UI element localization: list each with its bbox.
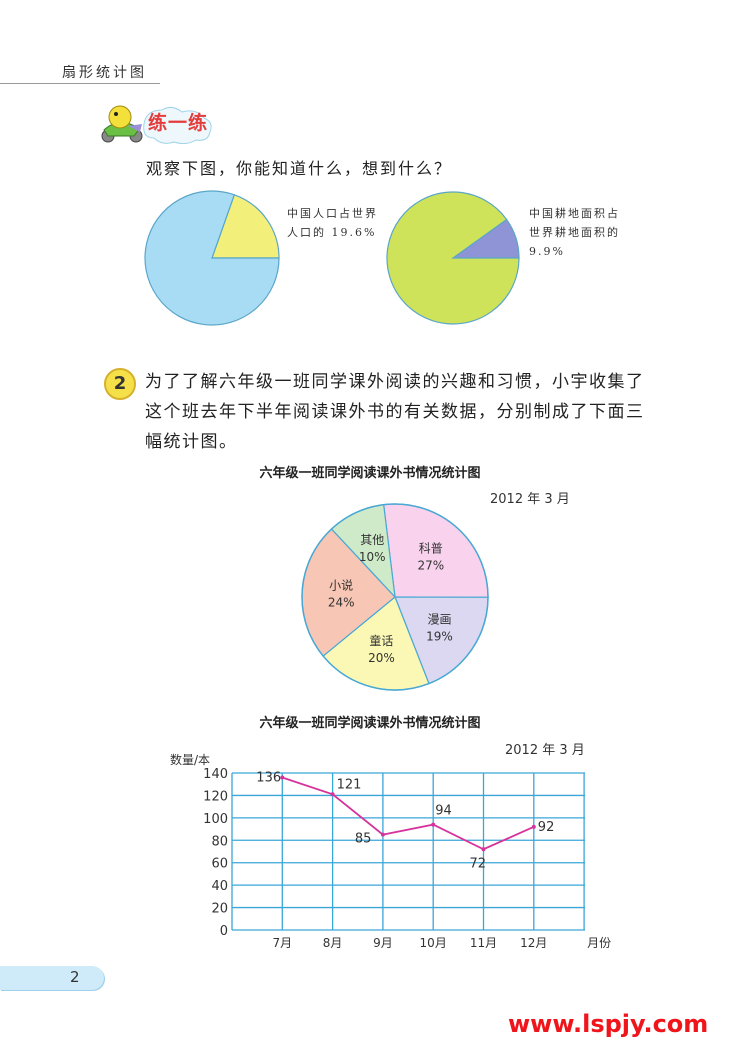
pie-slice-percent: 27% [417, 559, 444, 573]
pie-slice-percent: 10% [359, 550, 386, 564]
section-title: 扇形统计图 [62, 65, 147, 81]
annotation-line: 中国人口占世界 [287, 207, 378, 220]
page-number-tab [0, 966, 104, 990]
pie-chart-date: 2012 年 3 月 [490, 492, 570, 507]
reading-pie-chart: 科普 27% 漫画 19% 童话 20% 小说 24% 其他 10% [301, 503, 489, 691]
y-tick-label: 80 [211, 834, 228, 849]
x-tick-label: 10月 [420, 936, 447, 950]
pie-slice-label: 科普 [419, 542, 443, 556]
data-label: 136 [256, 770, 281, 785]
x-axis-label: 月份 [587, 936, 611, 950]
data-point [481, 847, 486, 852]
x-tick-label: 8月 [323, 936, 343, 950]
practice-heading: 练一练 [148, 112, 209, 134]
y-tick-label: 120 [203, 789, 228, 804]
y-tick-label: 100 [203, 812, 228, 827]
annotation-line: 人口的 19.6% [287, 226, 377, 239]
y-axis-label: 数量/本 [170, 752, 210, 767]
pie-slice-label: 童话 [369, 633, 393, 648]
data-label: 121 [337, 777, 362, 792]
pie-slice-label: 其他 [360, 533, 384, 547]
data-label: 85 [355, 832, 372, 847]
data-point [431, 822, 436, 827]
x-tick-label: 12月 [520, 936, 547, 950]
y-tick-label: 60 [211, 857, 228, 872]
pie-slice-rest [386, 191, 520, 325]
population-annotation: 中国人口占世界 人口的 19.6% [287, 204, 378, 242]
farmland-annotation: 中国耕地面积占世界耕地面积的 9.9% [529, 207, 620, 258]
comparison-pie-charts [144, 190, 520, 326]
problem-text-line: 为了了解六年级一班同学课外阅读的兴趣和习惯，小宇收集了 [145, 372, 645, 392]
line-chart-title: 六年级一班同学阅读课外书情况统计图 [259, 716, 481, 731]
data-point [380, 832, 385, 837]
pie-outline [301, 503, 489, 691]
x-tick-label: 9月 [373, 936, 393, 950]
data-label: 72 [470, 856, 487, 871]
data-label: 92 [538, 820, 555, 835]
pie-slice-percent: 24% [328, 595, 355, 609]
header-divider [0, 83, 160, 84]
practice-question: 观察下图，你能知道什么，想到什么？ [146, 159, 453, 178]
x-tick-label: 11月 [470, 936, 497, 950]
data-point [531, 824, 536, 829]
watermark: www.lspjy.com [508, 1010, 709, 1038]
pie-slice-rest [144, 190, 280, 326]
y-tick-label: 140 [203, 767, 228, 782]
problem-text-line: 幅统计图。 [145, 432, 238, 452]
data-point [280, 775, 285, 780]
y-tick-label: 40 [211, 879, 228, 894]
pie-slice-label: 小说 [329, 577, 353, 592]
pie-slice-percent: 19% [426, 629, 453, 643]
pie-slice-label: 漫画 [427, 612, 451, 626]
farmland-pie-chart [386, 191, 520, 325]
practice-mascot-icon [101, 105, 212, 144]
data-point [330, 792, 335, 797]
y-tick-label: 0 [220, 924, 228, 939]
problem-text-line: 这个班去年下半年阅读课外书的有关数据，分别制成了下面三 [145, 402, 645, 422]
population-pie-chart [144, 190, 280, 326]
x-tick-label: 7月 [272, 936, 292, 950]
line-chart-date: 2012 年 3 月 [505, 743, 585, 758]
data-line [282, 776, 535, 851]
y-tick-label: 20 [211, 902, 228, 917]
page-number: 2 [70, 968, 80, 986]
pie-slice-percent: 20% [368, 651, 395, 665]
pie-chart-title: 六年级一班同学阅读课外书情况统计图 [259, 466, 481, 481]
problem-number-badge: 2 [104, 368, 136, 400]
data-label: 94 [435, 804, 452, 819]
